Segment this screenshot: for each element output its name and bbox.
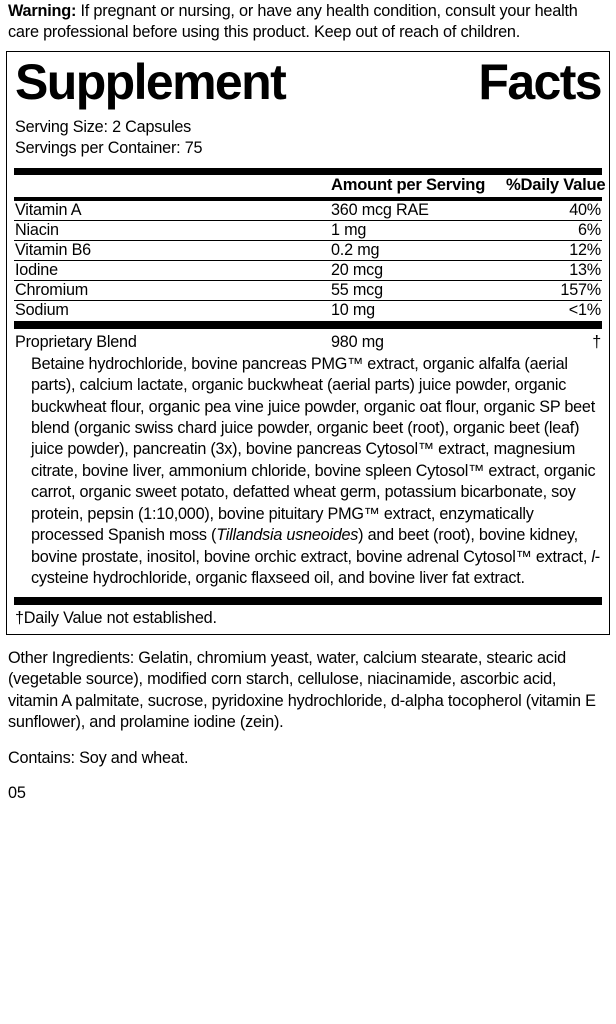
header-nutrient-name	[14, 175, 331, 195]
nutrient-rows-table: Vitamin A 360 mcg RAE 40% Niacin 1 mg 6%…	[14, 200, 602, 320]
blend-ingredients-list: Betaine hydrochloride, bovine pancreas P…	[14, 354, 602, 595]
warning-text: If pregnant or nursing, or have any heal…	[8, 2, 578, 42]
rule-above-footnote	[14, 596, 602, 605]
blend-amount: 980 mg	[331, 332, 384, 351]
nutrient-daily-value: 13%	[506, 260, 602, 281]
rule-above-blend	[14, 320, 602, 329]
table-row: Iodine 20 mcg 13%	[14, 260, 602, 281]
supplement-facts-title: Supplement Facts	[14, 53, 603, 110]
blend-ingredients-part-1: Betaine hydrochloride, bovine pancreas P…	[31, 354, 596, 545]
table-row: Chromium 55 mcg 157%	[14, 280, 602, 301]
header-daily-value: %Daily Value	[506, 175, 606, 195]
nutrient-amount: 0.2 mg	[331, 240, 506, 261]
nutrient-amount: 10 mg	[331, 300, 375, 319]
blend-ingredients-italic-species: Tillandsia usneoides	[216, 526, 359, 545]
blend-ingredients-part-2: ) and beet (root), bovine kidney, bovine…	[31, 526, 592, 566]
nutrient-amount: 360 mcg RAE	[331, 200, 506, 221]
blend-dagger-symbol: †	[592, 332, 601, 351]
blend-name: Proprietary Blend	[15, 332, 137, 351]
daily-value-footnote: †Daily Value not established.	[15, 608, 217, 627]
header-amount-per-serving: Amount per Serving	[331, 175, 486, 195]
table-row: Sodium 10 mg <1%	[14, 300, 602, 320]
table-row: Vitamin A 360 mcg RAE 40%	[14, 200, 602, 221]
rule-below-headers	[14, 197, 602, 201]
servings-per-container: Servings per Container: 75	[15, 139, 203, 158]
nutrient-name: Vitamin A	[14, 200, 331, 221]
nutrient-name: Sodium	[15, 300, 69, 319]
label-revision-code: 05	[8, 784, 26, 803]
nutrient-name: Niacin	[14, 220, 331, 241]
serving-size: Serving Size: 2 Capsules	[15, 117, 192, 136]
rule-above-headers	[14, 168, 602, 176]
nutrient-daily-value: 157%	[506, 280, 602, 301]
title-word-facts: Facts	[478, 53, 602, 110]
nutrient-daily-value: <1%	[568, 300, 601, 319]
table-row: Niacin 1 mg 6%	[14, 220, 602, 241]
table-header-row: Amount per Serving %Daily Value	[14, 175, 606, 195]
nutrient-amount: 1 mg	[331, 220, 506, 241]
contains-allergens: Contains: Soy and wheat.	[8, 749, 189, 768]
supplement-facts-panel: Supplement Facts Serving Size: 2 Capsule…	[6, 50, 610, 635]
blend-ingredients-part-3: -cysteine hydrochloride, organic flaxsee…	[31, 547, 600, 588]
nutrient-name: Iodine	[14, 260, 331, 281]
serving-information: Serving Size: 2 Capsules Servings per Co…	[14, 117, 602, 160]
nutrient-name: Vitamin B6	[14, 240, 331, 261]
nutrient-daily-value: 12%	[506, 240, 602, 261]
nutrient-daily-value: 6%	[506, 220, 602, 241]
nutrient-daily-value: 40%	[506, 200, 602, 221]
nutrient-amount: 20 mcg	[331, 260, 506, 281]
nutrient-amount: 55 mcg	[331, 280, 506, 301]
warning-label: Warning:	[8, 2, 77, 20]
nutrition-table: Amount per Serving %Daily Value	[14, 175, 606, 195]
table-row: Vitamin B6 0.2 mg 12%	[14, 240, 602, 261]
other-ingredients-paragraph: Other Ingredients: Gelatin, chromium yea…	[8, 648, 596, 732]
nutrient-name: Chromium	[14, 280, 331, 301]
warning-paragraph: Warning: If pregnant or nursing, or have…	[6, 0, 610, 44]
title-word-supplement: Supplement	[15, 53, 287, 110]
proprietary-blend-row: Proprietary Blend 980 mg †	[14, 329, 602, 354]
blend-ingredients-italic-l: l	[591, 547, 595, 566]
